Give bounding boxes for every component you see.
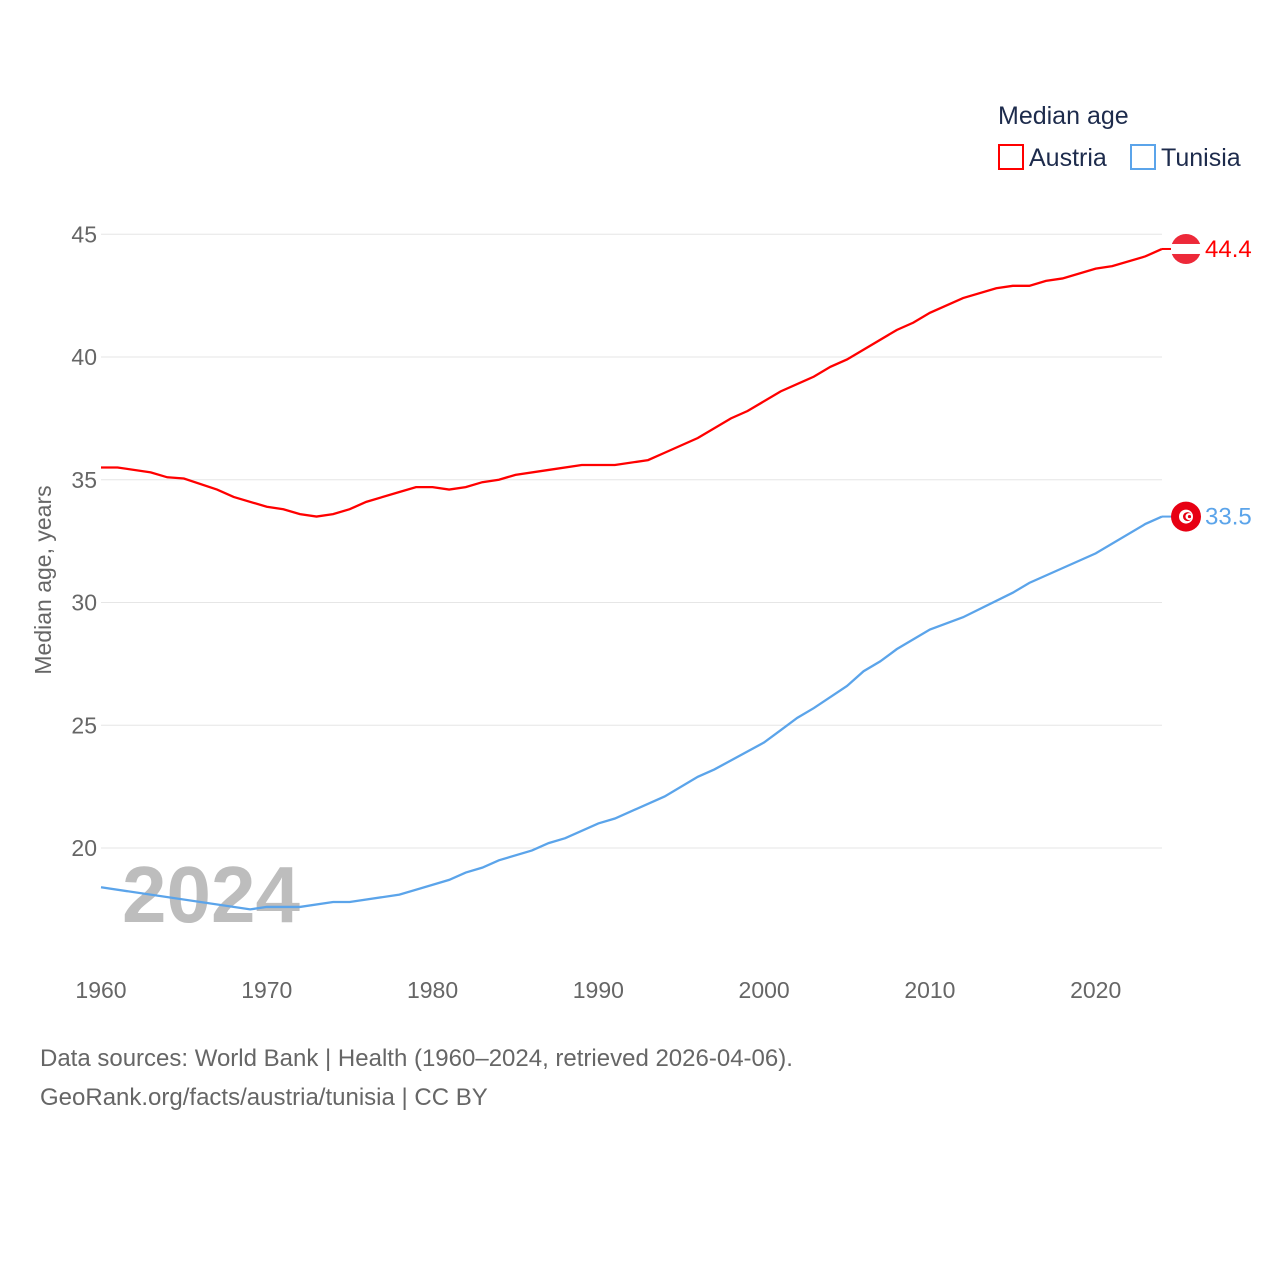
attribution-link[interactable]: GeoRank.org/facts/austria/tunisia | CC B… bbox=[40, 1084, 488, 1111]
flag-tunisia-icon bbox=[1171, 501, 1201, 532]
x-tick-label: 2010 bbox=[904, 977, 955, 1003]
x-tick-label: 1990 bbox=[573, 977, 624, 1003]
y-tick-label: 25 bbox=[71, 712, 97, 738]
x-tick-label: 1980 bbox=[407, 977, 458, 1003]
x-tick-label: 2020 bbox=[1070, 977, 1121, 1003]
legend-label[interactable]: Austria bbox=[1029, 144, 1107, 172]
end-value-label: 44.4 bbox=[1205, 236, 1252, 263]
legend-swatch bbox=[998, 144, 1024, 170]
legend-label[interactable]: Tunisia bbox=[1161, 144, 1241, 172]
y-tick-label: 30 bbox=[71, 590, 97, 616]
x-tick-label: 1960 bbox=[75, 977, 126, 1003]
legend-swatch bbox=[1130, 144, 1156, 170]
data-source-note: Data sources: World Bank | Health (1960–… bbox=[40, 1045, 793, 1072]
x-tick-label: 1970 bbox=[241, 977, 292, 1003]
y-tick-label: 35 bbox=[71, 467, 97, 493]
x-tick-label: 2000 bbox=[739, 977, 790, 1003]
y-tick-label: 40 bbox=[71, 344, 97, 370]
y-tick-label: 20 bbox=[71, 835, 97, 861]
end-value-label: 33.5 bbox=[1205, 504, 1252, 531]
series-line-austria[interactable] bbox=[101, 247, 1163, 518]
legend-title: Median age bbox=[998, 102, 1129, 130]
y-axis-label: Median age, years bbox=[30, 485, 56, 674]
y-tick-label: 45 bbox=[71, 221, 97, 247]
series-line-tunisia[interactable] bbox=[100, 515, 1163, 911]
flag-austria-icon bbox=[1171, 233, 1201, 264]
